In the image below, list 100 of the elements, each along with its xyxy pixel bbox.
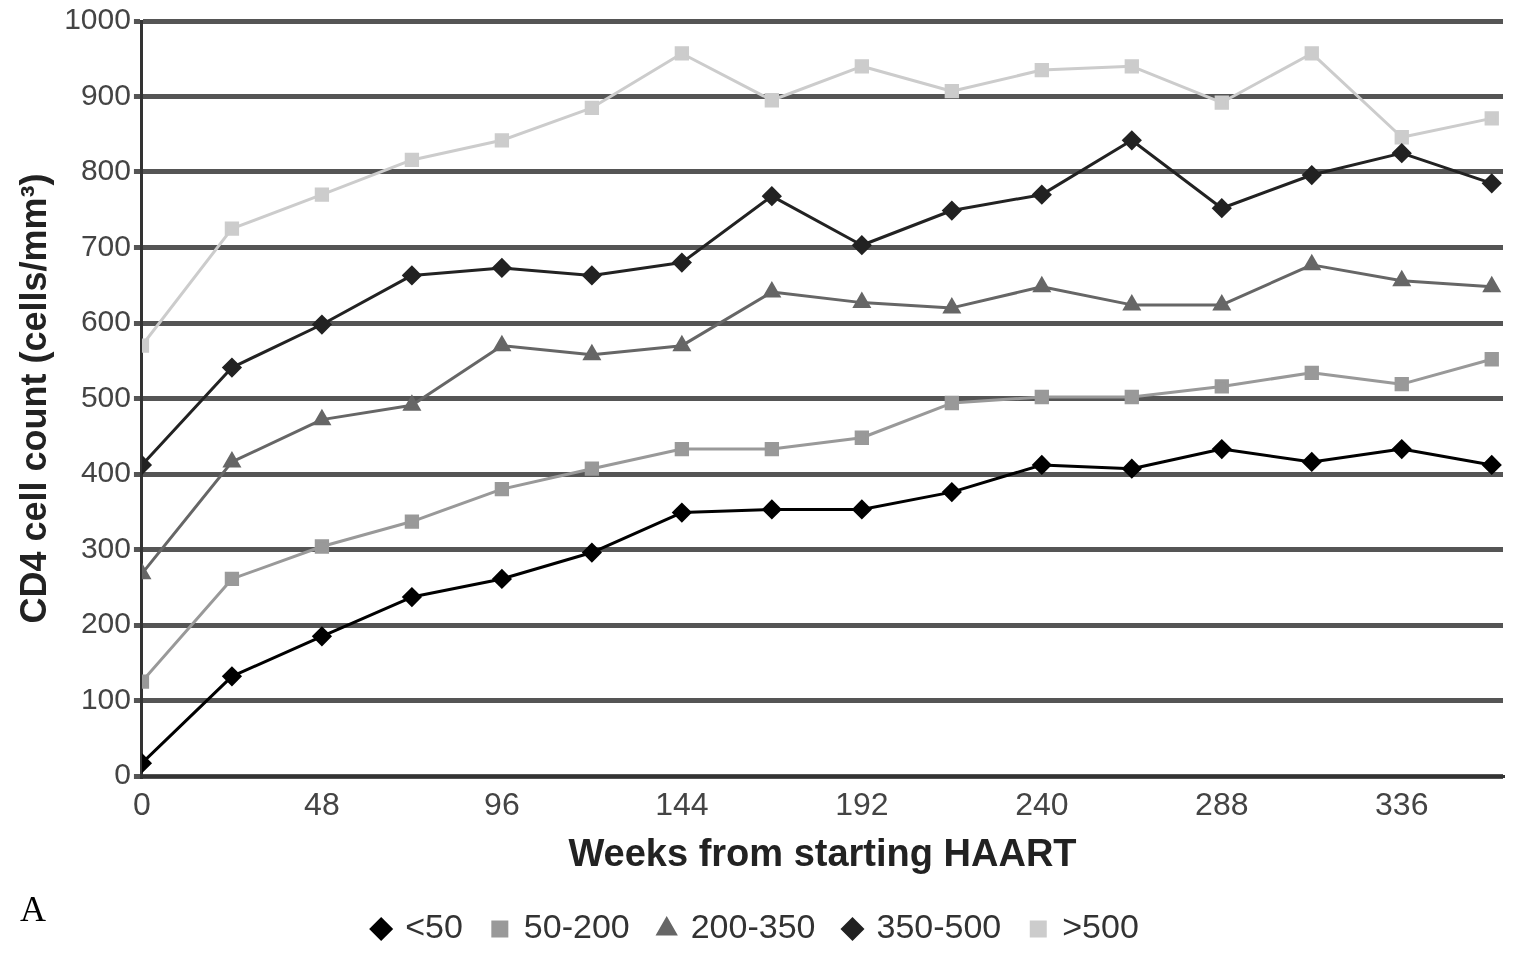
point: [1393, 271, 1411, 287]
point: [492, 258, 512, 278]
point: [762, 186, 782, 206]
x-tick-label: 192: [835, 786, 889, 823]
point: [313, 410, 331, 426]
point: [944, 84, 959, 99]
point: [403, 395, 421, 411]
point: [942, 482, 962, 502]
point: [764, 441, 780, 457]
y-tick-label: 1000: [64, 2, 131, 36]
point: [222, 358, 242, 378]
y-tick-label: 200: [80, 606, 131, 640]
point: [224, 571, 240, 587]
point: [494, 481, 510, 497]
point: [584, 100, 600, 115]
point: [852, 499, 872, 519]
point: [763, 282, 781, 298]
point: [853, 293, 871, 309]
point: [314, 539, 330, 554]
point: [492, 569, 512, 589]
point: [222, 666, 242, 686]
point: [402, 265, 422, 285]
text: A: [20, 888, 46, 930]
point: [1484, 111, 1499, 126]
point: [1124, 389, 1139, 405]
point: [582, 265, 602, 285]
point: [1213, 295, 1231, 311]
point: [402, 587, 422, 607]
point: [1392, 439, 1412, 459]
x-tick-label: 336: [1375, 786, 1429, 823]
point: [1214, 95, 1229, 110]
point: [1392, 143, 1412, 163]
x-axis-title: Weeks from starting HAART: [568, 831, 1077, 874]
point: [852, 235, 872, 255]
point: [583, 345, 601, 361]
y-tick-label: 300: [80, 530, 131, 564]
point: [493, 336, 511, 352]
point: [312, 315, 332, 335]
y-tick-label: 500: [80, 379, 131, 413]
point: [1034, 62, 1049, 78]
x-tick-label: 48: [304, 786, 340, 823]
x-tick-label: 240: [1015, 786, 1069, 823]
point: [1304, 46, 1319, 61]
point: [854, 430, 869, 445]
y-tick-label: 0: [114, 757, 131, 791]
point: [1302, 452, 1322, 472]
point: [314, 187, 330, 202]
point: [1122, 459, 1142, 479]
y-tick-label: 700: [80, 228, 131, 262]
point: [1302, 165, 1322, 185]
point: [672, 503, 692, 523]
y-tick-label: 900: [80, 77, 131, 111]
point: [494, 133, 510, 148]
y-tick-label: 400: [80, 455, 131, 489]
legend-label: >500: [1062, 907, 1139, 946]
point: [1033, 277, 1051, 293]
point: [1394, 130, 1409, 145]
point: [673, 336, 691, 352]
point: [674, 441, 690, 457]
point: [224, 221, 240, 236]
point: [1304, 365, 1319, 380]
point: [312, 626, 332, 646]
point: [1394, 377, 1409, 392]
y-tick-label: 600: [80, 304, 131, 338]
point: [764, 93, 780, 108]
point: [584, 461, 600, 476]
point: [404, 152, 420, 168]
point: [674, 46, 690, 61]
point: [1483, 277, 1501, 293]
point: [672, 253, 692, 273]
point: [1123, 295, 1141, 311]
y-tick-label: 100: [80, 681, 131, 715]
x-tick-label: 288: [1195, 786, 1249, 823]
point: [1214, 379, 1229, 394]
point: [1212, 198, 1232, 218]
point: [1482, 173, 1502, 193]
point: [1482, 455, 1502, 475]
point: [854, 59, 869, 74]
legend-label: 200-350: [690, 907, 816, 946]
point: [1303, 255, 1321, 271]
x-tick-label: 144: [655, 786, 709, 823]
point: [943, 298, 961, 314]
point: [942, 201, 962, 221]
point: [1124, 59, 1139, 74]
x-tick-label: 96: [484, 786, 520, 823]
y-axis-title: CD4 cell count (cells/mm³): [12, 173, 54, 624]
legend-label: 350-500: [876, 907, 1002, 946]
point: [404, 514, 420, 529]
point: [762, 499, 782, 519]
point: [1122, 130, 1142, 150]
point: [1034, 389, 1049, 405]
legend-label: <50: [405, 907, 463, 946]
y-tick-label: 800: [80, 153, 131, 187]
point: [223, 452, 241, 468]
point: [1032, 455, 1052, 475]
point: [582, 543, 602, 563]
point: [1212, 439, 1232, 459]
legend-label: 50-200: [523, 907, 630, 946]
point: [1484, 352, 1499, 367]
point: [1032, 185, 1052, 205]
